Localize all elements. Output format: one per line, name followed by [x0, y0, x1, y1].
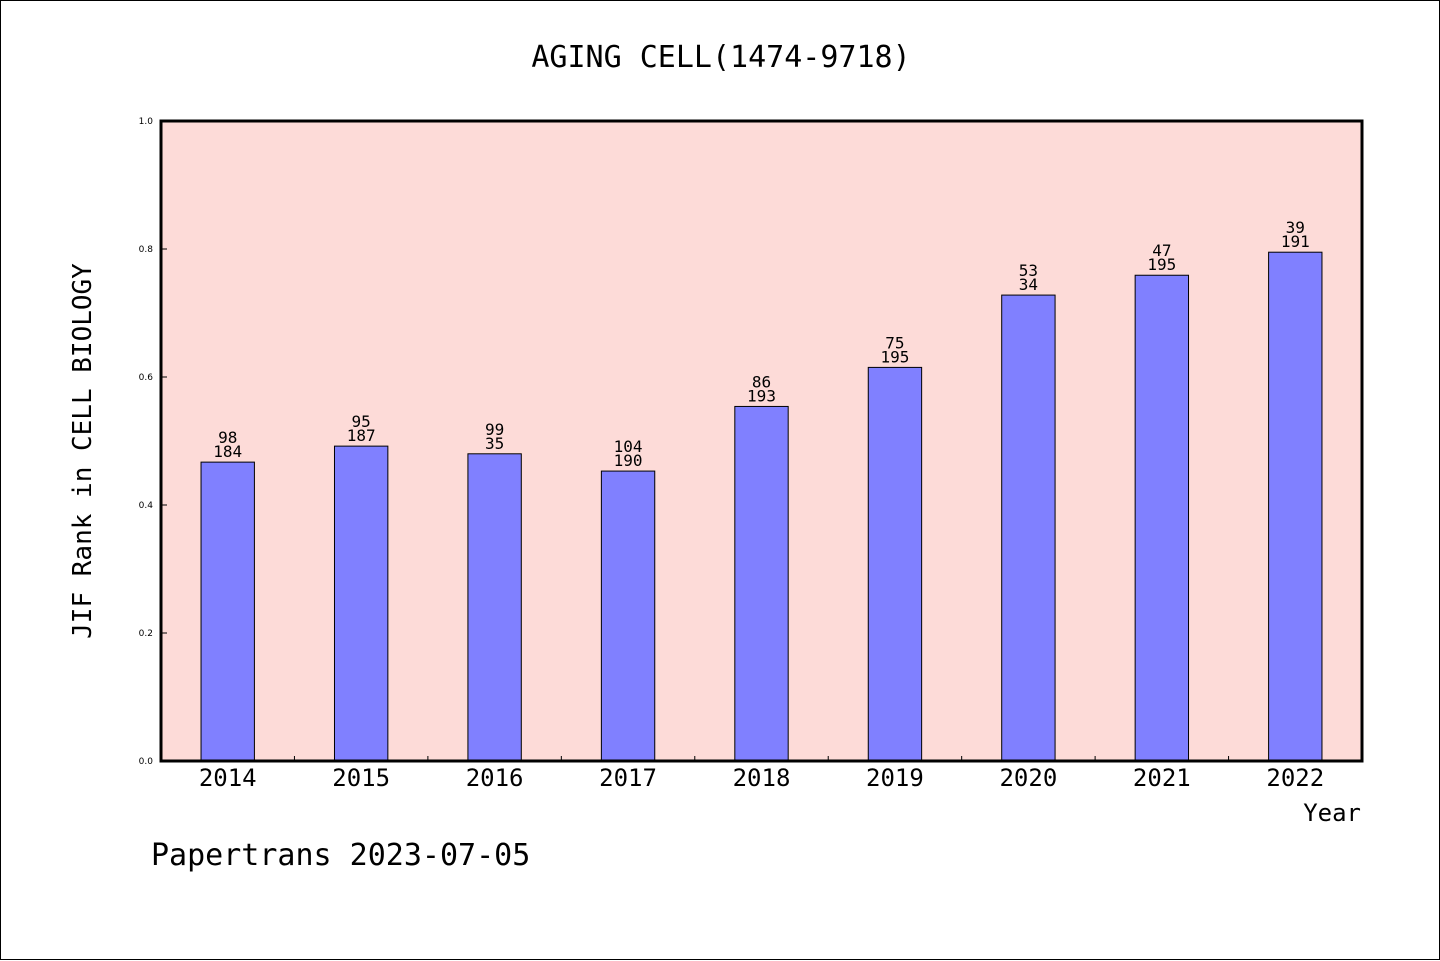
y-tick-label-0.4: 0.4 — [139, 501, 154, 511]
bar-total-label-2019: 195 — [880, 347, 909, 366]
bar-rank-label-2015: 95 — [352, 412, 371, 431]
y-tick-label-0.8: 0.8 — [139, 245, 154, 255]
bar-2021 — [1134, 274, 1190, 762]
bar-rank-label-2022: 39 — [1286, 218, 1305, 237]
bar-rank-label-2014: 98 — [218, 428, 237, 447]
bar-2022 — [1268, 251, 1323, 762]
bar-total-label-2021: 195 — [1147, 255, 1176, 274]
bar-rank-label-2019: 75 — [885, 333, 904, 352]
bar-2015 — [333, 445, 389, 762]
x-tick-label-2022: 2022 — [1266, 764, 1324, 792]
x-tick-label-2019: 2019 — [866, 764, 924, 792]
bar-total-label-2014: 184 — [213, 442, 242, 461]
x-tick-label-2015: 2015 — [332, 764, 390, 792]
y-tick-label-1.0: 1.0 — [139, 117, 154, 127]
x-ticks-group: 2014 2015 2016 2017 2018 2019 2020 2021 2022 — [199, 756, 1324, 792]
x-tick-label-2018: 2018 — [733, 764, 791, 792]
bar-2018 — [734, 405, 789, 762]
x-axis-label: Year — [1303, 799, 1361, 827]
bar-total-label-2020: 34 — [1019, 275, 1038, 294]
bar-total-label-2016: 35 — [485, 434, 504, 453]
footer-watermark: Papertrans 2023-07-05 — [151, 838, 530, 873]
bar-2016 — [467, 453, 522, 762]
bar-rank-label-2020: 53 — [1019, 261, 1038, 280]
bar-rank-label-2018: 86 — [752, 372, 771, 391]
bar-2014 — [200, 461, 255, 762]
plot-border — [159, 119, 1364, 763]
x-tick-label-2014: 2014 — [199, 764, 257, 792]
x-tick-label-2016: 2016 — [466, 764, 524, 792]
bar-total-label-2022: 191 — [1281, 232, 1310, 251]
bar-2019 — [867, 366, 923, 762]
y-tick-label-0.2: 0.2 — [139, 629, 153, 639]
y-tick-label-0.0: 0.0 — [139, 757, 154, 767]
bar-rank-label-2021: 47 — [1152, 241, 1171, 260]
bar-2017 — [600, 470, 656, 762]
bar-total-label-2017: 190 — [614, 451, 643, 470]
bar-total-label-2015: 187 — [347, 426, 376, 445]
bar-2020 — [1001, 294, 1056, 762]
bar-rank-label-2016: 99 — [485, 420, 504, 439]
x-tick-label-2020: 2020 — [999, 764, 1057, 792]
x-tick-label-2021: 2021 — [1133, 764, 1191, 792]
y-axis-label: JIF Rank in CELL BIOLOGY — [68, 263, 98, 639]
y-tick-label-0.6: 0.6 — [139, 373, 154, 383]
bars-group — [200, 251, 1323, 762]
bar-rank-label-2017: 104 — [614, 437, 643, 456]
x-tick-label-2017: 2017 — [599, 764, 657, 792]
bar-total-label-2018: 193 — [747, 386, 776, 405]
chart-title: AGING CELL(1474-9718) — [531, 40, 910, 75]
